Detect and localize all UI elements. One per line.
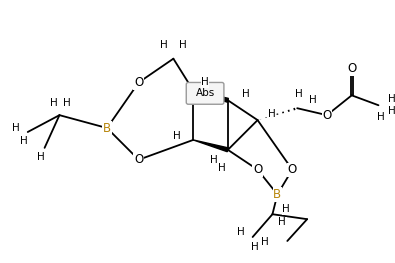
Text: H: H <box>160 40 167 50</box>
Text: O: O <box>322 109 331 122</box>
FancyBboxPatch shape <box>186 83 224 104</box>
Text: H: H <box>267 109 275 119</box>
Text: H: H <box>388 94 395 104</box>
Text: H: H <box>295 89 303 99</box>
Text: Abs: Abs <box>196 88 215 98</box>
Text: H: H <box>278 217 286 227</box>
Text: H: H <box>242 89 250 99</box>
Text: O: O <box>253 163 262 176</box>
Text: O: O <box>134 76 143 89</box>
Text: O: O <box>288 163 297 176</box>
Text: B: B <box>103 122 111 135</box>
Text: H: H <box>282 204 290 214</box>
Polygon shape <box>193 90 228 102</box>
Text: H: H <box>251 242 258 252</box>
Text: H: H <box>179 40 187 50</box>
Text: H: H <box>218 163 226 173</box>
Text: H: H <box>64 98 71 108</box>
Text: H: H <box>237 227 245 237</box>
Text: H: H <box>261 237 269 247</box>
Text: H: H <box>12 123 20 133</box>
Text: H: H <box>309 95 317 105</box>
Text: O: O <box>347 62 356 75</box>
Text: B: B <box>273 188 282 201</box>
Text: H: H <box>20 136 28 146</box>
Polygon shape <box>193 140 228 152</box>
Text: H: H <box>388 106 395 116</box>
Text: H: H <box>376 112 384 122</box>
Text: H: H <box>50 98 57 108</box>
Text: H: H <box>201 78 209 88</box>
Text: H: H <box>210 155 218 165</box>
Text: O: O <box>134 153 143 166</box>
Text: H: H <box>37 152 45 162</box>
Text: H: H <box>173 131 181 141</box>
